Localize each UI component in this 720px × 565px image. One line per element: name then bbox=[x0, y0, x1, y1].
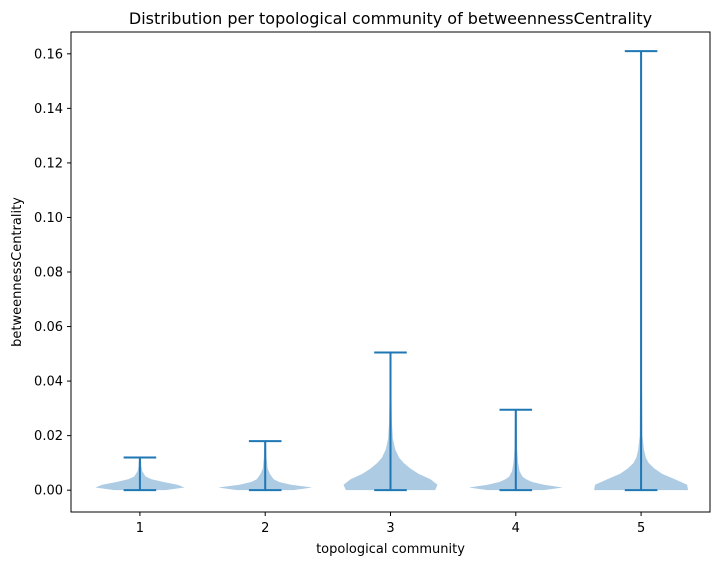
x-tick-label: 3 bbox=[386, 521, 394, 536]
violin-4 bbox=[468, 408, 563, 492]
violin-1 bbox=[95, 456, 185, 492]
violin-3 bbox=[343, 351, 438, 492]
y-tick-label: 0.16 bbox=[34, 47, 63, 62]
x-tick-label: 4 bbox=[512, 521, 520, 536]
y-tick-label: 0.12 bbox=[34, 156, 63, 171]
y-tick-label: 0.00 bbox=[34, 484, 63, 499]
y-tick-label: 0.14 bbox=[34, 102, 63, 117]
x-tick-label: 2 bbox=[261, 521, 269, 536]
x-tick-label: 5 bbox=[637, 521, 645, 536]
violin-2 bbox=[218, 440, 313, 492]
x-axis-label: topological community bbox=[316, 542, 465, 557]
y-tick-label: 0.02 bbox=[34, 429, 63, 444]
x-axis: 1 2 3 4 5 bbox=[136, 512, 645, 536]
y-tick-label: 0.10 bbox=[34, 211, 63, 226]
chart-title: Distribution per topological community o… bbox=[129, 9, 652, 28]
x-tick-label: 1 bbox=[136, 521, 144, 536]
y-axis-label: betweennessCentrality bbox=[10, 197, 25, 347]
violin-5 bbox=[594, 50, 689, 492]
y-tick-label: 0.08 bbox=[34, 266, 63, 281]
violins-layer bbox=[95, 50, 689, 492]
y-tick-label: 0.04 bbox=[34, 375, 63, 390]
y-axis: 0.00 0.02 0.04 0.06 0.08 0.10 0.12 0.14 0.16 bbox=[34, 47, 71, 499]
y-tick-label: 0.06 bbox=[34, 320, 63, 335]
